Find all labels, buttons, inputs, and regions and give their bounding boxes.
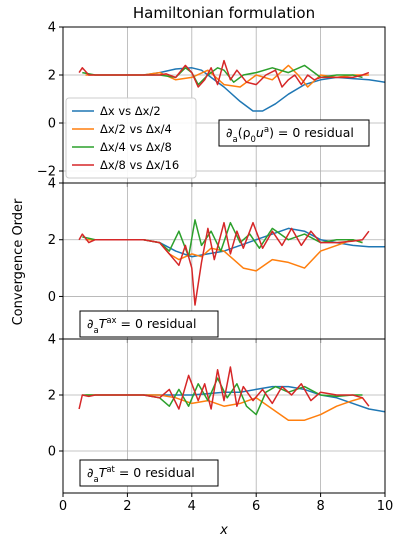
legend-item-label: Δx/4 vs Δx/8 [100, 140, 172, 154]
y-tick-label: 0 [48, 117, 56, 132]
legend: Δx vs Δx/2 Δx/2 vs Δx/4 Δx/4 vs Δx/8 Δx/8 v… [65, 97, 197, 179]
panel-3: 4 2 0 0 2 4 6 8 10 ∂aTat = 0 residual [48, 333, 394, 515]
y-tick-label: 4 [48, 177, 56, 192]
y-tick-label: 2 [48, 233, 56, 248]
panel-1: 4 2 0 −2 ∂a(ρ0ua) = 0 residual [37, 21, 386, 187]
y-tick-label: 2 [48, 389, 56, 404]
x-tick-label: 0 [59, 499, 67, 514]
y-tick-label: 0 [48, 290, 56, 305]
y-tick-label: 4 [48, 333, 56, 348]
series-line [143, 385, 386, 413]
x-tick-label: 8 [316, 499, 324, 514]
annotation-box [79, 310, 219, 338]
x-tick-label: 2 [123, 499, 131, 514]
x-tick-label: 10 [377, 499, 394, 514]
legend-item-label: Δx/8 vs Δx/16 [100, 158, 179, 172]
series-line [78, 59, 370, 88]
legend-item-label: Δx/2 vs Δx/4 [100, 122, 172, 136]
x-tick-label: 4 [188, 499, 196, 514]
x-tick-label: 6 [252, 499, 260, 514]
legend-box [65, 97, 197, 179]
chart-title: Hamiltonian formulation [133, 4, 315, 22]
panel-2: 4 2 0 ∂aTax = 0 residual [48, 177, 386, 343]
annotation-box [218, 119, 370, 147]
series-line [78, 221, 370, 306]
y-tick-label: 2 [48, 69, 56, 84]
y-axis-label: Convergence Order [11, 198, 26, 325]
legend-item-label: Δx vs Δx/2 [100, 104, 161, 118]
y-tick-label: −2 [37, 165, 56, 180]
series-line [143, 227, 385, 258]
annotation-box [79, 459, 219, 487]
y-tick-label: 0 [48, 445, 56, 460]
panel-frame [62, 338, 386, 494]
y-tick-label: 4 [48, 21, 56, 36]
annotation-text: ∂a(ρ0ua) = 0 residual [226, 125, 354, 145]
x-axis-label: x [219, 523, 228, 538]
annotation-text: ∂aTax = 0 residual [87, 316, 196, 336]
series-line [78, 366, 370, 410]
annotation-text: ∂aTat = 0 residual [87, 465, 195, 485]
panels-group: 4 2 0 −2 ∂a(ρ0ua) = 0 residual 4 2 0 ∂aTax = 0 r… [37, 21, 393, 515]
